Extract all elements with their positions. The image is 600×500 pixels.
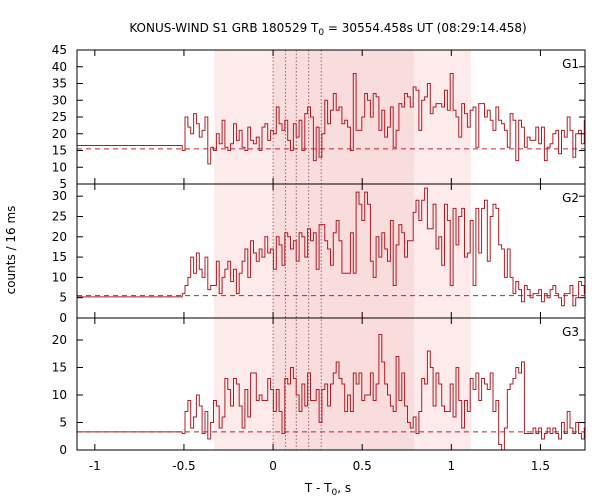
y-tick-label: 25: [52, 209, 67, 223]
y-tick-label: 5: [59, 416, 67, 430]
y-tick-label: 10: [52, 270, 67, 284]
x-tick-label: 1.5: [531, 459, 550, 473]
panel-label: G3: [562, 325, 579, 339]
y-tick-label: 25: [52, 110, 67, 124]
x-tick-label: 0: [269, 459, 277, 473]
light-curve-g1: [77, 73, 586, 165]
y-tick-label: 20: [52, 333, 67, 347]
y-axis-label: counts / 16 ms: [4, 206, 18, 295]
x-axis-label-rest: , s: [337, 481, 351, 495]
panel-frame: [76, 317, 586, 451]
y-tick-label: 30: [52, 189, 67, 203]
x-tick-label: -1: [89, 459, 101, 473]
y-tick-label: 5: [59, 291, 67, 305]
panel-g3: 0 5 10 15 20 G3: [52, 317, 586, 457]
y-tick-label: 15: [52, 250, 67, 264]
y-tick-label: 20: [52, 230, 67, 244]
y-tick-label: 45: [52, 43, 67, 57]
chart-title-rest: = 30554.458s UT (08:29:14.458): [324, 21, 527, 35]
x-tick-label: 0.5: [353, 459, 372, 473]
y-tick-label: 30: [52, 93, 67, 107]
y-tick-label: 0: [59, 443, 67, 457]
x-axis-label-main: T - T: [304, 481, 332, 495]
x-tick-label: -0.5: [172, 459, 195, 473]
y-tick-label: 0: [59, 311, 67, 325]
y-tick-label: 15: [52, 144, 67, 158]
chart-title-main: KONUS-WIND S1 GRB 180529 T: [129, 21, 319, 35]
y-tick-label: 10: [52, 160, 67, 174]
x-tick-label: 1: [447, 459, 455, 473]
y-tick-label: 35: [52, 77, 67, 91]
y-tick-label: 15: [52, 361, 67, 375]
chart-title-subscript: 0: [318, 28, 324, 38]
panel-label: G2: [562, 191, 579, 205]
panel-label: G1: [562, 57, 579, 71]
y-tick-label: 10: [52, 388, 67, 402]
chart-title: KONUS-WIND S1 GRB 180529 T0 = 30554.458s…: [129, 21, 526, 38]
x-axis-label: T - T0, s: [304, 481, 351, 498]
y-tick-label: 20: [52, 127, 67, 141]
panel-g1: 5 10 15 20 25 30 35 40 45 G1: [52, 43, 586, 191]
light-curve-g3: [77, 334, 586, 451]
y-tick-label: 5: [59, 177, 67, 191]
light-curve-g2: [77, 187, 586, 307]
y-tick-label: 40: [52, 60, 67, 74]
x-axis-label-subscript: 0: [332, 488, 338, 498]
